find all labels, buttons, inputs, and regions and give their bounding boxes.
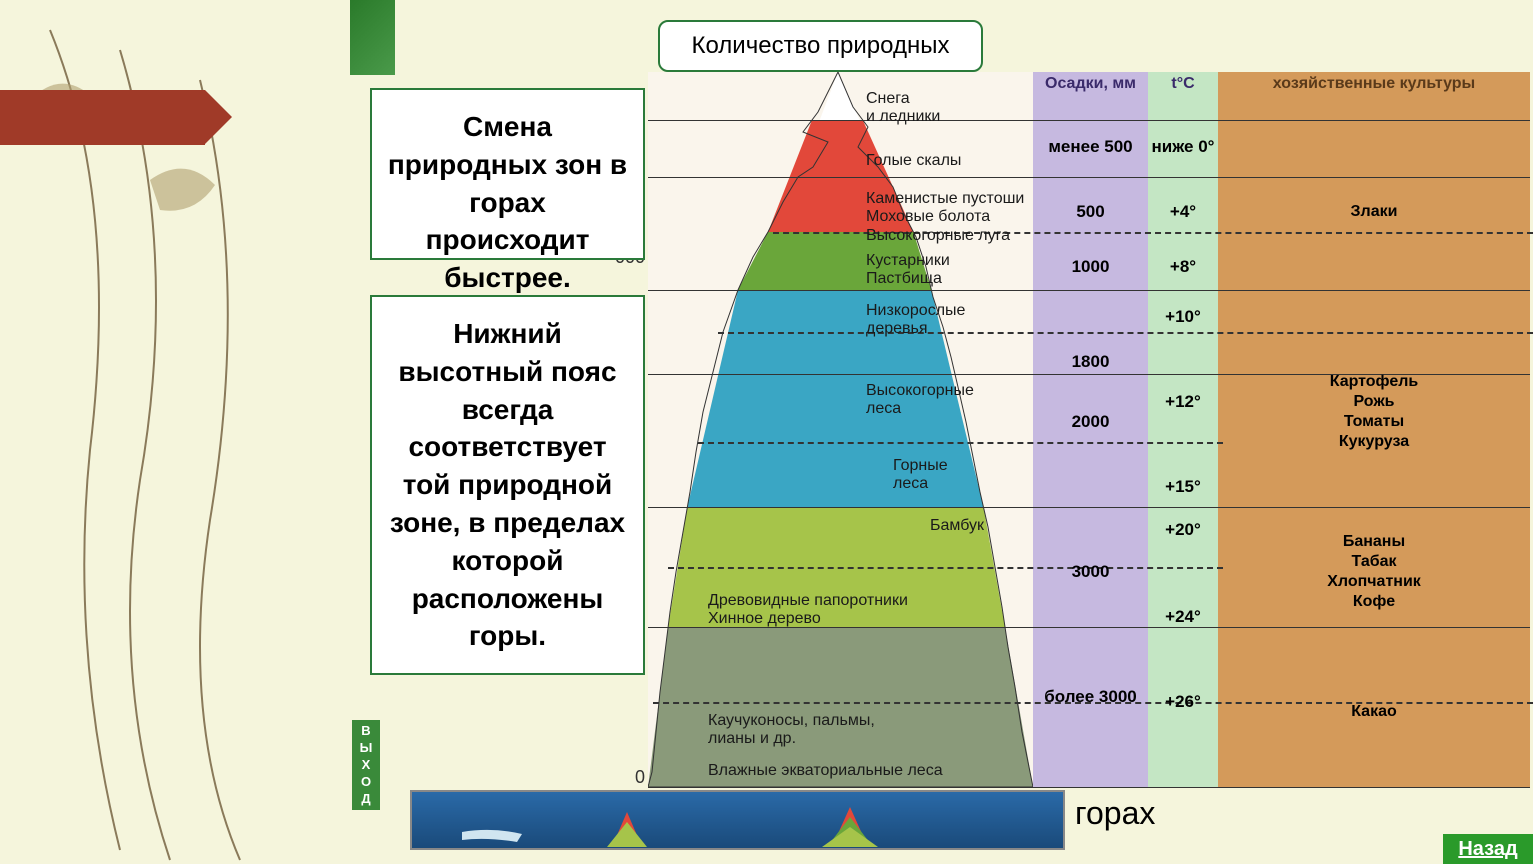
- green-thumbnail: [350, 0, 395, 75]
- dashed-line: [718, 332, 1533, 334]
- precipitation-column: Осадки, мм менее 500 500 1000 1800 2000 3000 б…: [1033, 72, 1148, 787]
- zone-label: Голые скалы: [866, 152, 961, 170]
- precip-value: 3000: [1033, 562, 1148, 582]
- crop-value: Какао: [1218, 702, 1530, 722]
- temp-header: t°C: [1148, 74, 1218, 93]
- back-label: Назад: [1458, 838, 1517, 861]
- precip-value: 500: [1033, 202, 1148, 222]
- axis-tick: 0: [603, 767, 645, 788]
- info-card-1: Смена природных зон в горах происходит б…: [370, 88, 645, 260]
- boundary-line: [648, 120, 1530, 121]
- zone-label: Каучуконосы, пальмы,лианы и др.: [708, 712, 875, 749]
- zone-label: Влажные экваториальные леса: [708, 762, 943, 780]
- temp-value: +20°: [1148, 520, 1218, 540]
- zone-label: Каменистые пустошиМоховые болотаВысокого…: [866, 190, 1024, 245]
- bookmark-ribbon: [0, 90, 205, 145]
- crops-column: хозяйственные культуры Злаки КартофельРож…: [1218, 72, 1530, 787]
- crop-header: хозяйственные культуры: [1218, 74, 1530, 93]
- temp-value: +12°: [1148, 392, 1218, 412]
- temp-value: +24°: [1148, 607, 1218, 627]
- temp-value: ниже 0°: [1148, 137, 1218, 157]
- boundary-line: [648, 290, 1530, 291]
- temp-value: +8°: [1148, 257, 1218, 277]
- card2-text: Нижний высотный пояс всегда соответствуе…: [390, 318, 625, 651]
- zone-label: Высокогорныелеса: [866, 382, 974, 419]
- card1-text: Смена природных зон в горах происходит б…: [388, 111, 627, 293]
- precip-value: 2000: [1033, 412, 1148, 432]
- exit-button[interactable]: ВЫХОД: [352, 720, 380, 810]
- bottom-word: горах: [1075, 795, 1155, 832]
- info-card-2: Нижний высотный пояс всегда соответствуе…: [370, 295, 645, 675]
- altitudinal-zonation-diagram: Осадки, мм менее 500 500 1000 1800 2000 3000 б…: [648, 72, 1530, 787]
- exit-label: ВЫХОД: [359, 723, 374, 808]
- crop-value: БананыТабакХлопчатникКофе: [1218, 532, 1530, 612]
- zone-label: Горныелеса: [893, 457, 948, 494]
- precip-header: Осадки, мм: [1033, 74, 1148, 93]
- zone-label: КустарникиПастбища: [866, 252, 950, 289]
- crop-value: Злаки: [1218, 202, 1530, 222]
- back-button[interactable]: Назад: [1443, 834, 1533, 864]
- precip-value: более 3000: [1033, 687, 1148, 707]
- temperature-column: t°C ниже 0° +4° +8° +10° +12° +15° +20° +24° +26…: [1148, 72, 1218, 787]
- boundary-line: [648, 787, 1530, 788]
- zone-label: Низкорослыедеревья: [866, 302, 965, 339]
- boundary-line: [648, 507, 1530, 508]
- bottom-thumbnail-strip: [410, 790, 1065, 850]
- crop-value: КартофельРожьТоматыКукуруза: [1218, 372, 1530, 452]
- temp-value: +15°: [1148, 477, 1218, 497]
- precip-value: 1000: [1033, 257, 1148, 277]
- mountain-profile: [648, 72, 1033, 787]
- header-title: Количество природных: [692, 32, 950, 60]
- zone-label: Снегаи ледники: [866, 90, 940, 127]
- temp-value: +4°: [1148, 202, 1218, 222]
- boundary-line: [648, 177, 1530, 178]
- temp-value: +26°: [1148, 692, 1218, 712]
- header-card: Количество природных: [658, 20, 983, 72]
- temp-value: +10°: [1148, 307, 1218, 327]
- precip-value: менее 500: [1033, 137, 1148, 157]
- precip-value: 1800: [1033, 352, 1148, 372]
- dashed-line: [698, 442, 1223, 444]
- zone-label: Бамбук: [930, 517, 984, 535]
- zone-label: Древовидные папоротникиХинное дерево: [708, 592, 908, 629]
